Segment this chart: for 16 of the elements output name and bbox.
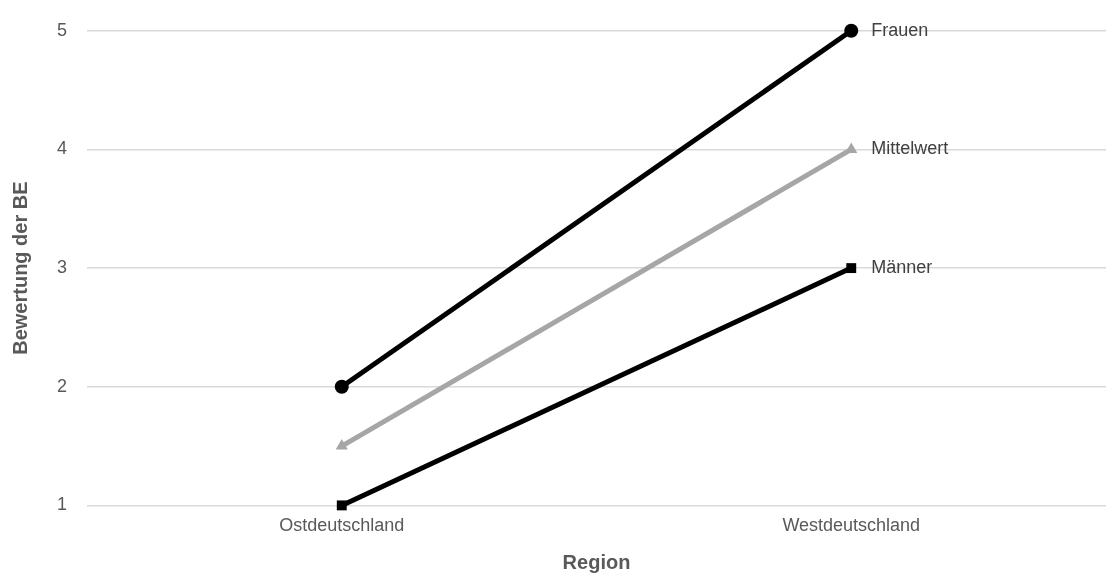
point [846,263,857,274]
y-tick-label: 5 [57,19,68,40]
y-tick-label: 1 [57,494,68,515]
point [334,379,349,394]
y-axis-title: Bewertung der BE [8,181,31,355]
y-tick-label: 4 [57,138,68,159]
series-label: Mittelwert [871,138,949,159]
point [844,23,859,38]
point [336,500,347,511]
y-tick-label: 2 [57,375,68,396]
x-axis-title: Region [562,550,631,573]
series-label: Männer [871,257,933,278]
series-label: Frauen [871,19,929,40]
x-tick-label: Westdeutschland [782,515,921,536]
x-tick-label: Ostdeutschland [279,515,405,536]
y-tick-label: 3 [57,257,68,278]
